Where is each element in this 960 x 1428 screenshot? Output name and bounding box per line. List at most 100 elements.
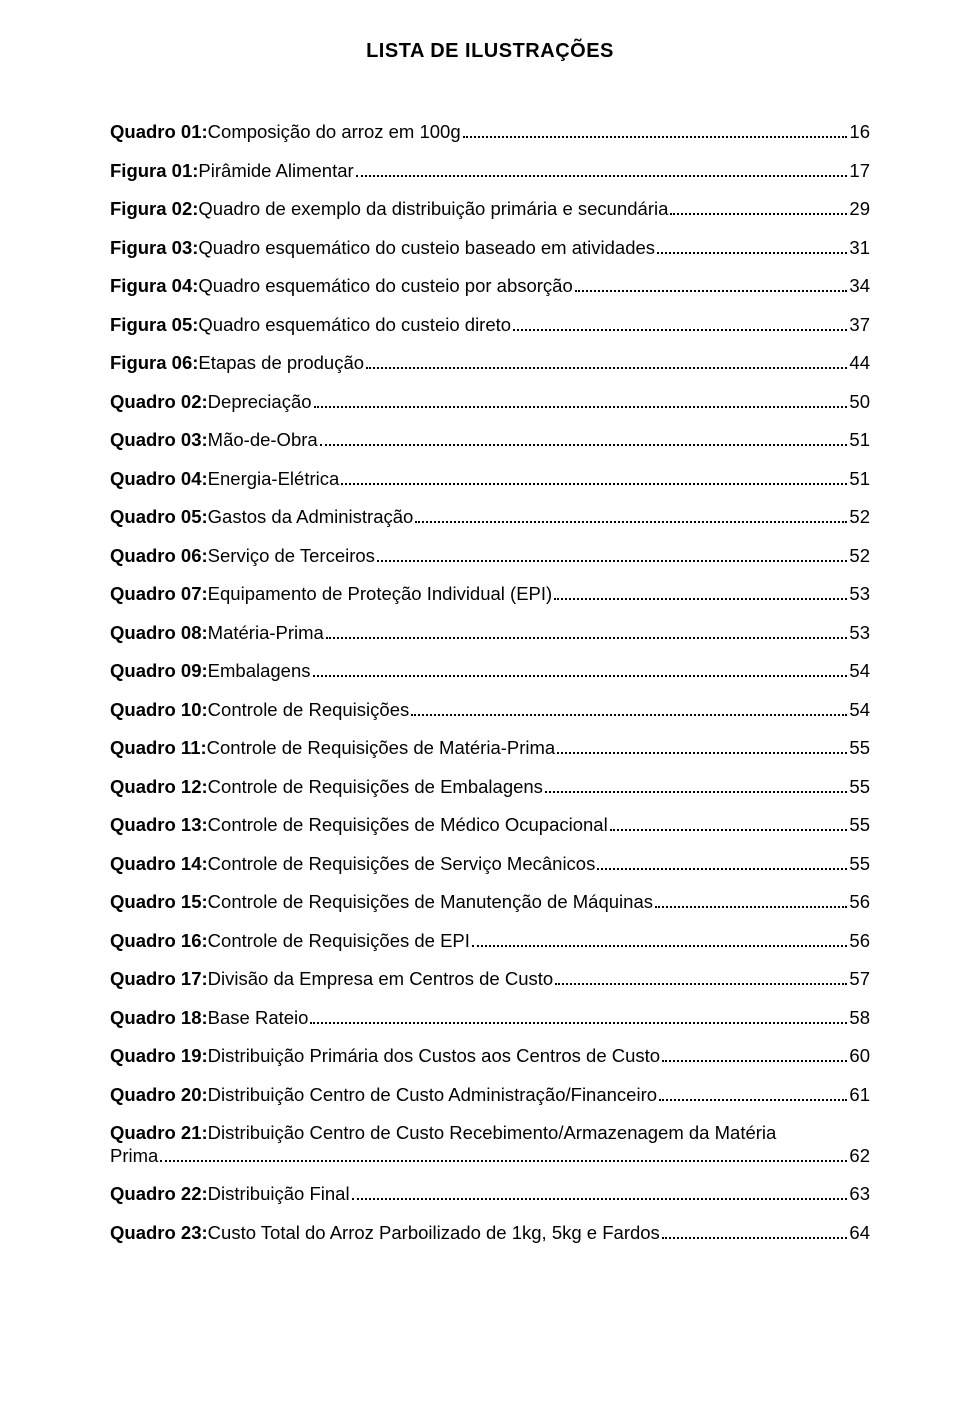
toc-entry-page: 56 — [849, 932, 870, 951]
toc-leader-dots — [356, 175, 848, 177]
toc-entry-page: 53 — [849, 585, 870, 604]
toc-entry-label: Quadro 06: — [110, 547, 208, 566]
toc-leader-dots — [662, 1060, 847, 1062]
toc-entry-page: 53 — [849, 624, 870, 643]
toc-entry: Quadro 15: Controle de Requisições de Ma… — [110, 893, 870, 912]
toc-entry-desc: Quadro esquemático do custeio baseado em… — [198, 239, 655, 258]
toc-leader-dots — [554, 598, 847, 600]
toc-entry: Quadro 16: Controle de Requisições de EP… — [110, 932, 870, 951]
toc-entry: Quadro 20: Distribuição Centro de Custo … — [110, 1086, 870, 1105]
toc-entry-desc: Quadro de exemplo da distribuição primár… — [198, 200, 668, 219]
toc-entry-label: Quadro 03: — [110, 431, 208, 450]
toc-entry-label: Quadro 14: — [110, 855, 208, 874]
toc-entry-desc: Etapas de produção — [198, 354, 364, 373]
toc-entry: Quadro 21: Distribuição Centro de Custo … — [110, 1124, 870, 1143]
toc-leader-dots — [557, 752, 847, 754]
toc-entry-label: Figura 05: — [110, 316, 198, 335]
toc-leader-dots — [670, 213, 847, 215]
toc-entry: Quadro 07: Equipamento de Proteção Indiv… — [110, 585, 870, 604]
toc-entry-page: 17 — [849, 162, 870, 181]
toc-entry: Figura 06: Etapas de produção 44 — [110, 354, 870, 373]
toc-entry-desc: Pirâmide Alimentar — [198, 162, 353, 181]
toc-leader-dots — [313, 675, 848, 677]
toc-leader-dots — [659, 1099, 847, 1101]
toc-entry-page: 63 — [849, 1185, 870, 1204]
toc-entry-label: Quadro 07: — [110, 585, 208, 604]
toc-entry-label: Figura 04: — [110, 277, 198, 296]
toc-entry-page: 50 — [849, 393, 870, 412]
toc-entry-label: Quadro 09: — [110, 662, 208, 681]
toc-entry-desc: Energia-Elétrica — [208, 470, 340, 489]
toc-entry-page: 60 — [849, 1047, 870, 1066]
toc-entry: Quadro 22: Distribuição Final63 — [110, 1185, 870, 1204]
toc-leader-dots — [320, 444, 848, 446]
toc-entry-desc: Serviço de Terceiros — [208, 547, 375, 566]
toc-leader-dots — [352, 1198, 848, 1200]
toc-entry-desc: Custo Total do Arroz Parboilizado de 1kg… — [208, 1224, 660, 1243]
toc-leader-dots — [513, 329, 847, 331]
toc-entry-page: 64 — [849, 1224, 870, 1243]
toc-entry: Quadro 14: Controle de Requisições de Se… — [110, 855, 870, 874]
toc-entry: Quadro 19: Distribuição Primária dos Cus… — [110, 1047, 870, 1066]
toc-entry: Quadro 04: Energia-Elétrica51 — [110, 470, 870, 489]
toc-entry-label: Quadro 12: — [110, 778, 208, 797]
toc-entry-desc: Controle de Requisições de Serviço Mecân… — [208, 855, 596, 874]
toc-entry-desc: Depreciação — [208, 393, 312, 412]
toc-entry-desc: Prima — [110, 1147, 158, 1166]
toc-entry-desc: Quadro esquemático do custeio direto — [198, 316, 511, 335]
toc-entry-page: 56 — [849, 893, 870, 912]
toc-leader-dots — [310, 1022, 847, 1024]
toc-entry-label: Figura 01: — [110, 162, 198, 181]
toc-leader-dots — [411, 714, 847, 716]
toc-entry-page: 55 — [849, 739, 870, 758]
toc-leader-dots — [597, 868, 847, 870]
toc-leader-dots — [655, 906, 847, 908]
toc-entry-page: 29 — [849, 200, 870, 219]
toc-entry-label: Quadro 19: — [110, 1047, 208, 1066]
toc-entry: Quadro 17: Divisão da Empresa em Centros… — [110, 970, 870, 989]
toc-entry-continuation: Prima 62 — [110, 1147, 870, 1166]
toc-entry: Quadro 02: Depreciação50 — [110, 393, 870, 412]
toc-entry: Quadro 08: Matéria-Prima53 — [110, 624, 870, 643]
toc-entry-label: Quadro 11: — [110, 739, 207, 758]
toc-leader-dots — [657, 252, 847, 254]
toc-entry-page: 62 — [849, 1147, 870, 1166]
toc-leader-dots — [415, 521, 847, 523]
toc-entry-page: 16 — [849, 123, 870, 142]
toc-entry-page: 51 — [849, 470, 870, 489]
toc-entry-desc: Controle de Requisições de Embalagens — [208, 778, 543, 797]
toc-entry-label: Quadro 05: — [110, 508, 208, 527]
toc-entry-desc: Equipamento de Proteção Individual (EPI) — [208, 585, 553, 604]
toc-entry-desc: Gastos da Administração — [208, 508, 414, 527]
toc-entry-desc: Embalagens — [208, 662, 311, 681]
page-title: LISTA DE ILUSTRAÇÕES — [110, 40, 870, 63]
toc-entry-page: 55 — [849, 855, 870, 874]
toc-entry: Quadro 03: Mão-de-Obra51 — [110, 431, 870, 450]
toc-entry-desc: Controle de Requisições de Matéria-Prima — [207, 739, 556, 758]
toc-entry-desc: Controle de Requisições de Manutenção de… — [208, 893, 653, 912]
toc-entry-label: Quadro 13: — [110, 816, 208, 835]
toc-entry-label: Quadro 08: — [110, 624, 208, 643]
toc-entry-label: Quadro 15: — [110, 893, 208, 912]
toc-entry-desc: Composição do arroz em 100g — [208, 123, 461, 142]
toc-entry-page: 57 — [849, 970, 870, 989]
toc-leader-dots — [326, 637, 848, 639]
toc-leader-dots — [472, 945, 848, 947]
toc-entry-label: Figura 02: — [110, 200, 198, 219]
toc-entry-page: 44 — [849, 354, 870, 373]
toc-leader-dots — [377, 560, 847, 562]
toc-entry: Quadro 09: Embalagens54 — [110, 662, 870, 681]
toc-entry-label: Figura 03: — [110, 239, 198, 258]
toc-entry-page: 34 — [849, 277, 870, 296]
toc-entry-label: Quadro 17: — [110, 970, 208, 989]
toc-entry: Quadro 23: Custo Total do Arroz Parboili… — [110, 1224, 870, 1243]
toc-entry-label: Figura 06: — [110, 354, 198, 373]
toc-entry-desc: Distribuição Centro de Custo Recebimento… — [208, 1124, 777, 1143]
toc-entry-desc: Quadro esquemático do custeio por absorç… — [198, 277, 572, 296]
toc-entry-desc: Distribuição Centro de Custo Administraç… — [208, 1086, 657, 1105]
illustrations-list: Quadro 01: Composição do arroz em 100g16… — [110, 123, 870, 1242]
toc-entry-desc: Controle de Requisições de EPI — [208, 932, 470, 951]
toc-entry-page: 52 — [849, 508, 870, 527]
toc-entry: Quadro 06: Serviço de Terceiros52 — [110, 547, 870, 566]
toc-leader-dots — [545, 791, 847, 793]
